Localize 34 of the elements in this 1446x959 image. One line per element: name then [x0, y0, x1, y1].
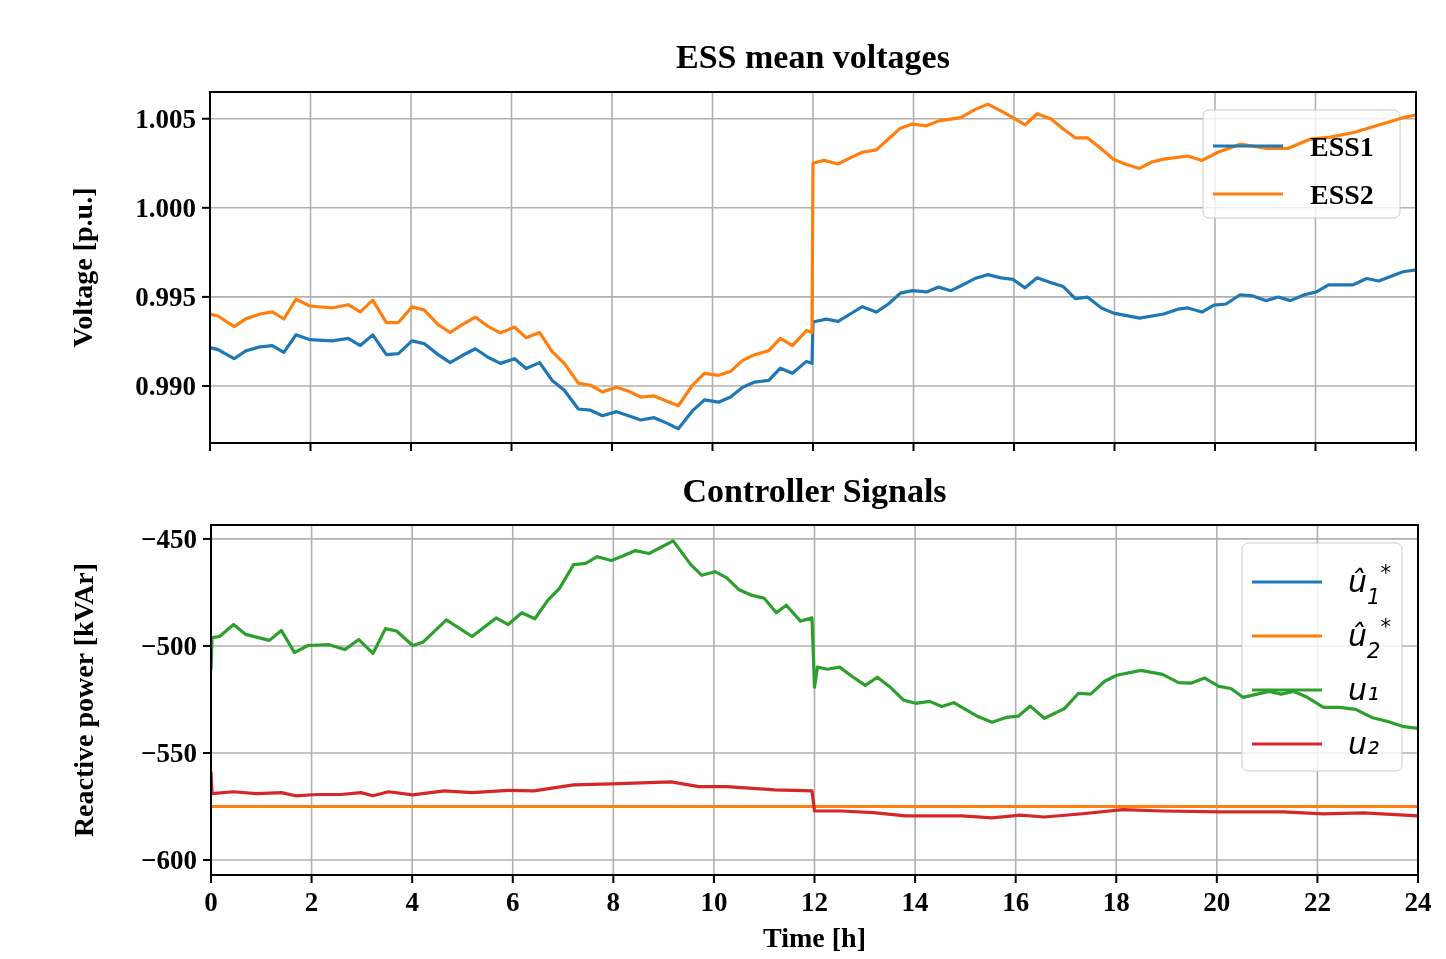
x-tick-label: 10 — [700, 887, 728, 917]
line-series — [210, 268, 1416, 431]
x-tick-label: 18 — [1102, 887, 1130, 917]
legend-label: ESS1 — [1310, 131, 1374, 162]
x-tick-label: 4 — [405, 887, 419, 917]
y-axis-title: Reactive power [kVAr] — [68, 562, 99, 838]
y-tick-label: 0.990 — [135, 370, 196, 401]
chart-title: ESS mean voltages — [676, 38, 950, 75]
x-tick-label: 12 — [801, 887, 828, 917]
y-tick-label: −550 — [141, 737, 197, 768]
y-tick-label: 1.005 — [135, 103, 196, 134]
y-tick-label: 1.000 — [135, 192, 196, 223]
legend-label: u₁ — [1348, 672, 1380, 707]
x-tick-label: 16 — [1002, 887, 1030, 917]
x-tick-label: 14 — [901, 887, 929, 917]
x-tick-label: 20 — [1203, 887, 1231, 917]
x-tick-label: 2 — [304, 887, 319, 917]
y-tick-label: 0.995 — [135, 281, 196, 312]
line-series — [210, 102, 1416, 408]
x-tick-label: 8 — [606, 887, 621, 917]
x-tick-label: 24 — [1404, 887, 1432, 917]
x-tick-label: 6 — [506, 887, 520, 917]
line-series — [211, 770, 1418, 820]
line-series — [211, 539, 1418, 730]
x-axis-title: Time [h] — [763, 922, 866, 953]
legend-label: ESS2 — [1310, 179, 1374, 210]
y-tick-label: −450 — [141, 523, 197, 554]
x-tick-label: 22 — [1303, 887, 1331, 917]
y-axis-title: Voltage [p.u.] — [67, 187, 98, 348]
y-tick-label: −500 — [141, 630, 197, 661]
y-tick-label: −600 — [141, 845, 197, 876]
x-tick-label: 0 — [204, 887, 218, 917]
chart-title: Controller Signals — [682, 472, 947, 509]
legend-label: u₂ — [1348, 726, 1380, 761]
